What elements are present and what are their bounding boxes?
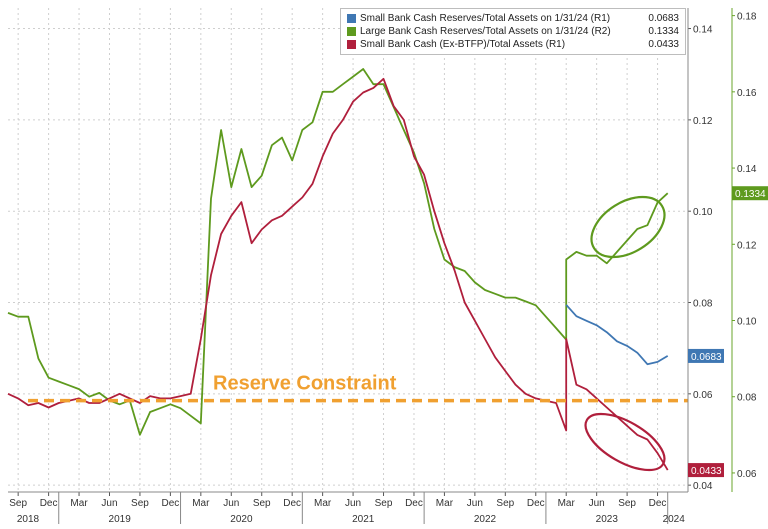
x-tick-label: Sep — [131, 498, 149, 509]
left-axis-label: 0.10 — [693, 207, 713, 218]
x-tick-label: Sep — [496, 498, 514, 509]
x-tick-label: Jun — [101, 498, 117, 509]
x-tick-label: Mar — [436, 498, 454, 509]
legend-entry: Small Bank Cash Reserves/Total Assets on… — [347, 12, 679, 25]
legend-value: 0.0433 — [648, 39, 679, 50]
right-axis-label: 0.12 — [737, 240, 757, 251]
value-badge-label: 0.1334 — [735, 189, 766, 200]
x-tick-label: Jun — [345, 498, 361, 509]
x-tick-label: Dec — [527, 498, 545, 509]
x-tick-label: Sep — [253, 498, 271, 509]
value-badge-label: 0.0433 — [691, 466, 722, 477]
right-axis-label: 0.08 — [737, 393, 757, 404]
x-tick-label: Mar — [70, 498, 88, 509]
left-axis-label: 0.06 — [693, 390, 713, 401]
x-tick-label: Dec — [161, 498, 179, 509]
series-line — [7, 77, 669, 471]
x-year-label: 2018 — [17, 514, 40, 525]
red-highlight-ellipse — [584, 412, 666, 472]
legend-label: Small Bank Cash Reserves/Total Assets on… — [360, 13, 611, 24]
x-tick-label: Sep — [618, 498, 636, 509]
legend-label: Small Bank Cash (Ex-BTFP)/Total Assets (… — [360, 39, 566, 50]
x-tick-label: Dec — [283, 498, 301, 509]
series-line — [565, 304, 669, 366]
right-axis-label: 0.10 — [737, 317, 757, 328]
x-tick-label: Jun — [467, 498, 483, 509]
reserve-constraint-label: Reserve Constraint — [213, 373, 397, 395]
legend-value: 0.0683 — [648, 13, 679, 24]
x-tick-label: Mar — [558, 498, 576, 509]
right-axis-label: 0.16 — [737, 88, 757, 99]
x-tick-label: Jun — [589, 498, 605, 509]
annotations: Reserve Constraint — [28, 195, 688, 472]
legend-swatch — [347, 40, 356, 49]
x-year-label: 2019 — [109, 514, 132, 525]
legend-entry: Small Bank Cash (Ex-BTFP)/Total Assets (… — [347, 38, 679, 51]
green-highlight-ellipse — [590, 195, 666, 259]
x-tick-label: Jun — [223, 498, 239, 509]
left-axis-label: 0.08 — [693, 299, 713, 310]
axes: Sep Dec Mar Jun Sep Dec Mar Jun Sep Dec Mar Jun Sep D… — [8, 8, 768, 525]
legend-swatch — [347, 14, 356, 23]
x-year-label: 2020 — [230, 514, 253, 525]
right-axis-label: 0.18 — [737, 12, 757, 23]
legend-label: Large Bank Cash Reserves/Total Assets on… — [360, 26, 611, 37]
x-tick-label: Dec — [649, 498, 667, 509]
left-axis-label: 0.12 — [693, 116, 713, 127]
legend: Small Bank Cash Reserves/Total Assets on… — [340, 8, 686, 55]
x-year-label: 2021 — [352, 514, 375, 525]
value-badge-label: 0.0683 — [691, 352, 722, 363]
right-axis-label: 0.06 — [737, 469, 757, 480]
left-axis-label: 0.04 — [693, 481, 713, 492]
x-year-label: 2024 — [663, 514, 686, 525]
value-badge — [688, 348, 724, 363]
x-tick-label: Dec — [405, 498, 423, 509]
value-badge — [688, 463, 724, 478]
legend-value: 0.1334 — [648, 26, 679, 37]
legend-swatch — [347, 27, 356, 36]
x-tick-label: Sep — [9, 498, 27, 509]
x-tick-label: Mar — [192, 498, 210, 509]
left-axis-label: 0.14 — [693, 25, 713, 36]
value-badge — [732, 186, 768, 201]
x-year-label: 2023 — [596, 514, 619, 525]
series-lines — [7, 68, 669, 471]
legend-entry: Large Bank Cash Reserves/Total Assets on… — [347, 25, 679, 38]
right-axis-label: 0.14 — [737, 164, 757, 175]
x-tick-label: Mar — [314, 498, 332, 509]
x-year-label: 2022 — [474, 514, 497, 525]
x-tick-label: Dec — [40, 498, 58, 509]
x-tick-label: Sep — [375, 498, 393, 509]
